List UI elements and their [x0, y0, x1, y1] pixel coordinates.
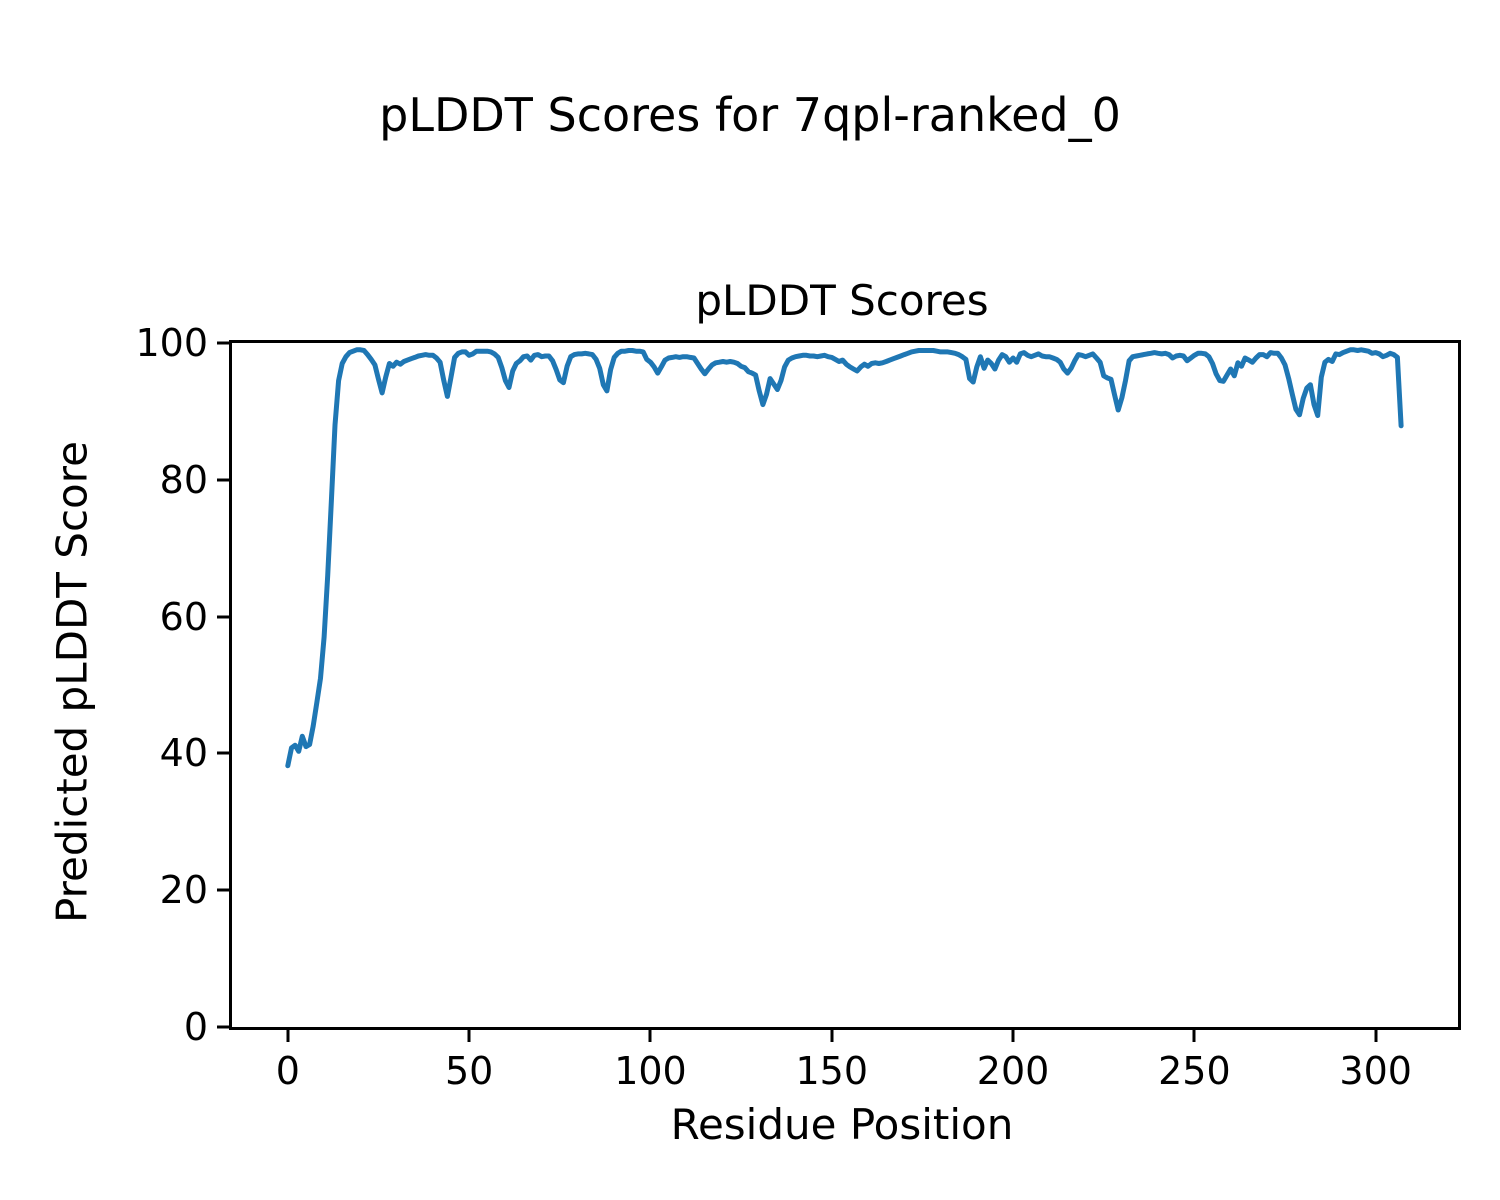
plot-canvas [285, 347, 1404, 769]
x-tick-mark [1011, 1030, 1015, 1042]
plot-area: 0 50 100 150 200 250 300 0 20 40 60 80 100 [135, 321, 1461, 1093]
y-tick-label: 60 [159, 594, 208, 639]
x-tick-mark [1374, 1030, 1378, 1042]
x-tick-label: 0 [275, 1049, 300, 1093]
y-tick-label: 20 [159, 868, 208, 913]
y-tick-label: 40 [159, 731, 208, 776]
axes-title: pLDDT Scores [695, 276, 989, 325]
x-tick-label: 50 [444, 1049, 494, 1093]
x-tick-label: 300 [1339, 1049, 1412, 1093]
x-tick-mark [830, 1030, 834, 1042]
x-tick-label: 200 [976, 1049, 1050, 1093]
y-tick-mark [217, 1025, 229, 1029]
x-tick-mark [467, 1030, 471, 1042]
y-tick-label: 0 [183, 1005, 208, 1049]
x-tick-mark [286, 1030, 290, 1042]
y-axis-label: Predicted pLDDT Score [47, 441, 97, 923]
y-tick-mark [217, 478, 229, 482]
plddt-line [285, 347, 1404, 769]
y-tick-label: 100 [135, 321, 208, 365]
x-tick-label: 100 [614, 1049, 687, 1093]
y-tick-mark [217, 888, 229, 892]
figure-title: pLDDT Scores for 7qpl-ranked_0 [379, 88, 1121, 142]
y-tick-label: 80 [159, 457, 208, 502]
x-tick-mark [648, 1030, 652, 1042]
x-tick-mark [1192, 1030, 1196, 1042]
y-tick-mark [217, 341, 229, 345]
y-tick-mark [217, 751, 229, 755]
x-tick-label: 150 [795, 1049, 869, 1093]
x-tick-label: 250 [1158, 1049, 1231, 1093]
y-tick-mark [217, 615, 229, 619]
x-axis-label: Residue Position [670, 1100, 1014, 1149]
